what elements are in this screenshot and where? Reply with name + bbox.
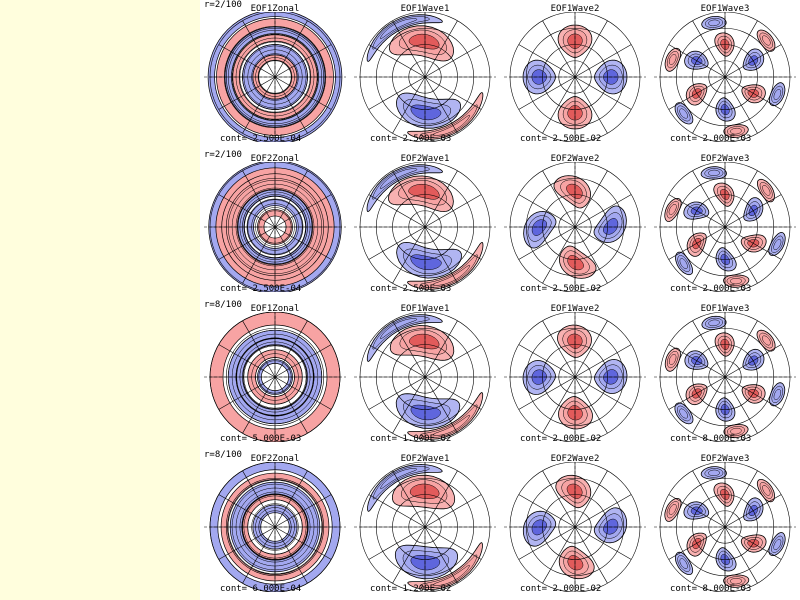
plot-title: EOF1Wave1	[400, 304, 450, 314]
row-parameter-label: r=8/100	[204, 450, 242, 460]
polar-contour-plot	[204, 12, 346, 142]
plot-title: EOF2Wave2	[550, 454, 600, 464]
plot-title: EOF2Wave3	[700, 454, 750, 464]
eof-figure-panel: r=2/100 EOF1Zonal cont= 2.500E-04 EOF1Wave1…	[200, 0, 800, 600]
contour-interval-label: cont= 2.500E-03	[370, 284, 452, 294]
polar-contour-plot	[204, 462, 346, 592]
plot-title: EOF1Wave1	[400, 4, 450, 14]
plot-title: EOF1Wave2	[550, 304, 600, 314]
polar-contour-plot	[354, 462, 496, 592]
polar-contour-plot	[654, 312, 796, 442]
contour-interval-label: cont= 1.000E-02	[370, 434, 452, 444]
polar-contour-plot	[354, 312, 496, 442]
plot-title: EOF1Wave3	[700, 4, 750, 14]
contour-interval-label: cont= 2.500E-02	[520, 134, 602, 144]
plot-title: EOF1Wave2	[550, 4, 600, 14]
plot-title: EOF1Wave3	[700, 304, 750, 314]
row-parameter-label: r=8/100	[204, 300, 242, 310]
plot-title: EOF1Zonal	[250, 304, 300, 314]
plot-title: EOF2Wave2	[550, 154, 600, 164]
polar-contour-plot	[204, 312, 346, 442]
polar-contour-plot	[654, 12, 796, 142]
contour-interval-label: cont= 2.000E-02	[520, 434, 602, 444]
contour-interval-label: cont= 6.000E-04	[220, 584, 302, 594]
contour-interval-label: cont= 2.500E-04	[220, 284, 302, 294]
plot-title: EOF2Wave1	[400, 454, 450, 464]
row-parameter-label: r=2/100	[204, 0, 242, 10]
polar-contour-plot	[504, 12, 646, 142]
polar-contour-plot	[204, 162, 346, 292]
contour-interval-label: cont= 2.500E-02	[520, 284, 602, 294]
contour-interval-label: cont= 2.000E-03	[670, 284, 752, 294]
contour-interval-label: cont= 2.000E-03	[670, 134, 752, 144]
contour-interval-label: cont= 2.000E-02	[520, 584, 602, 594]
polar-contour-plot	[654, 462, 796, 592]
polar-contour-plot	[504, 462, 646, 592]
contour-interval-label: cont= 2.500E-03	[370, 134, 452, 144]
contour-interval-label: cont= 2.500E-04	[220, 134, 302, 144]
row-parameter-label: r=2/100	[204, 150, 242, 160]
polar-contour-plot	[654, 162, 796, 292]
contour-interval-label: cont= 1.200E-02	[370, 584, 452, 594]
plot-title: EOF1Zonal	[250, 4, 300, 14]
contour-interval-label: cont= 8.000E-03	[670, 584, 752, 594]
polar-contour-plot	[354, 162, 496, 292]
contour-interval-label: cont= 5.000E-03	[220, 434, 302, 444]
plot-title: EOF2Zonal	[250, 454, 300, 464]
polar-contour-plot	[504, 162, 646, 292]
polar-contour-plot	[504, 312, 646, 442]
plot-title: EOF2Wave1	[400, 154, 450, 164]
plot-title: EOF2Wave3	[700, 154, 750, 164]
plot-title: EOF2Zonal	[250, 154, 300, 164]
contour-interval-label: cont= 8.000E-03	[670, 434, 752, 444]
polar-contour-plot	[354, 12, 496, 142]
